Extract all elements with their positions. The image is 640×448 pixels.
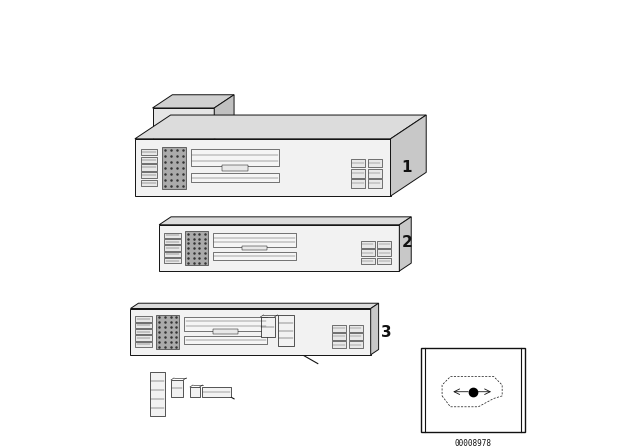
Polygon shape	[135, 115, 426, 139]
Bar	[378, 249, 392, 256]
Bar	[171, 380, 184, 396]
Bar	[242, 246, 267, 250]
Bar	[141, 157, 157, 163]
Bar	[360, 249, 374, 256]
Bar	[213, 252, 296, 260]
Bar	[164, 252, 180, 257]
Bar	[164, 239, 180, 244]
Bar	[332, 341, 346, 348]
Bar	[351, 179, 365, 188]
Bar	[221, 165, 248, 171]
Text: 1: 1	[401, 160, 412, 175]
Bar	[213, 233, 296, 247]
Bar	[190, 387, 200, 396]
Bar	[278, 315, 294, 346]
Bar	[141, 180, 157, 186]
Polygon shape	[152, 108, 214, 139]
Bar	[360, 258, 374, 264]
Bar	[351, 159, 365, 168]
Bar	[141, 149, 157, 155]
Bar	[191, 173, 279, 182]
Bar	[332, 325, 346, 332]
Bar	[367, 179, 381, 188]
Polygon shape	[371, 303, 379, 355]
Bar	[378, 258, 392, 264]
Bar	[378, 241, 392, 248]
Text: 00008978: 00008978	[454, 439, 492, 448]
Bar	[135, 323, 152, 328]
Bar	[164, 246, 180, 250]
Bar	[141, 172, 157, 178]
Bar	[349, 341, 363, 348]
Polygon shape	[214, 95, 234, 139]
Bar	[367, 159, 381, 168]
Bar	[135, 329, 152, 334]
Bar	[184, 336, 268, 344]
Bar	[191, 150, 279, 166]
Bar	[157, 315, 179, 349]
Polygon shape	[131, 303, 379, 309]
Bar	[349, 325, 363, 332]
Bar	[214, 329, 238, 334]
Bar	[202, 387, 231, 396]
Bar	[141, 164, 157, 171]
Bar	[367, 169, 381, 177]
Bar	[351, 169, 365, 177]
Bar	[184, 317, 268, 331]
Bar	[162, 147, 186, 189]
Bar	[260, 317, 275, 337]
Bar	[150, 372, 165, 417]
Text: 3: 3	[381, 325, 392, 340]
Polygon shape	[159, 225, 399, 271]
Polygon shape	[152, 95, 234, 108]
Bar	[135, 336, 152, 340]
Bar	[185, 231, 208, 265]
Bar	[135, 342, 152, 347]
Bar	[421, 348, 525, 432]
Polygon shape	[399, 217, 412, 271]
Polygon shape	[390, 115, 426, 196]
Bar	[349, 333, 363, 340]
Polygon shape	[131, 309, 371, 355]
Bar	[135, 316, 152, 322]
Bar	[164, 233, 180, 238]
Bar	[332, 333, 346, 340]
Bar	[360, 241, 374, 248]
Text: 2: 2	[401, 235, 412, 250]
Polygon shape	[159, 217, 412, 225]
Bar	[164, 258, 180, 263]
Polygon shape	[135, 139, 390, 196]
